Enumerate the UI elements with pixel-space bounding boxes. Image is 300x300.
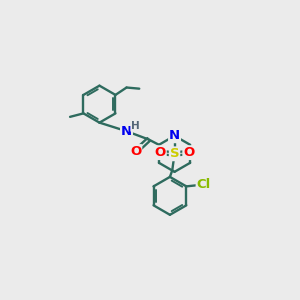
Text: O: O: [154, 146, 166, 159]
Text: Cl: Cl: [196, 178, 211, 191]
Text: H: H: [131, 121, 140, 131]
Text: O: O: [130, 145, 141, 158]
Text: S: S: [170, 147, 179, 160]
Text: O: O: [183, 146, 194, 159]
Text: N: N: [121, 125, 132, 138]
Text: N: N: [169, 129, 180, 142]
